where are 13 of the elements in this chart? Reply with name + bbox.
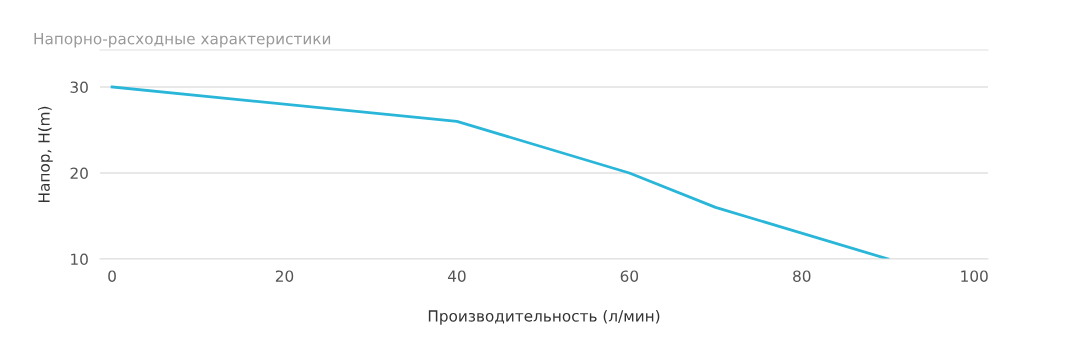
- x-axis-title: Производительность (л/мин): [428, 309, 660, 325]
- x-tick-label: 20: [275, 270, 294, 282]
- x-tick-label: 40: [447, 270, 466, 282]
- x-tick-label: 80: [793, 270, 811, 282]
- line-series: [110, 85, 890, 259]
- y-axis-title: Напор, H(m): [38, 106, 53, 202]
- y-tick-label: 30: [70, 81, 88, 94]
- chart-title: Напорно-расходные характеристики: [34, 33, 331, 48]
- y-tick-label: 10: [71, 253, 88, 266]
- x-tick-label: 0: [108, 270, 116, 282]
- x-tick-label: 60: [620, 270, 639, 282]
- y-tick-label: 20: [70, 167, 88, 180]
- x-tick-label: 100: [961, 270, 988, 282]
